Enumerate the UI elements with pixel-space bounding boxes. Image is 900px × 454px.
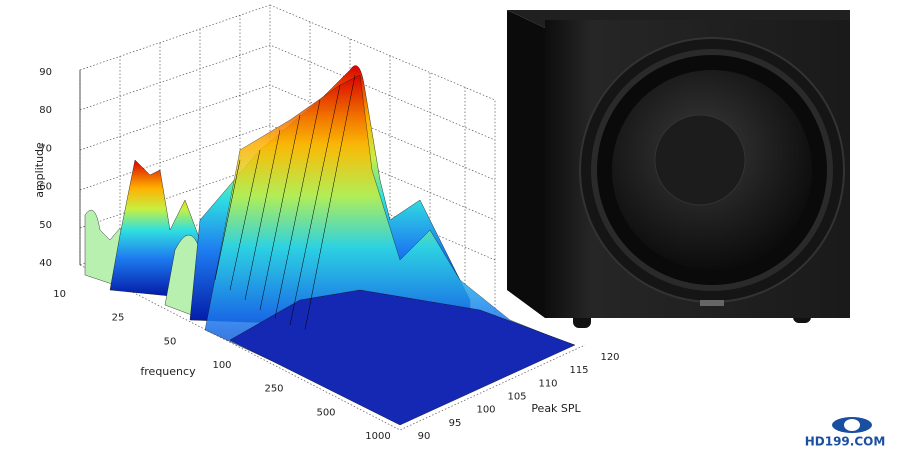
x-tick-label: 500 [316,407,335,418]
watermark-text: HD199.COM [805,435,886,449]
x-tick-label: 1000 [365,431,390,442]
z-tick-label: 60 [39,182,52,193]
z-tick-label: 90 [39,67,52,78]
x-tick-label: 250 [264,384,283,395]
y-tick-label: 90 [418,431,431,442]
y-tick-label: 95 [449,418,462,429]
y-tick-label: 110 [538,378,557,389]
y-tick-label: 120 [600,352,619,363]
x-axis-label: frequency [140,365,196,378]
x-tick-label: 50 [164,336,177,347]
x-tick-label: 25 [112,313,125,324]
plot-box [79,4,586,431]
z-tick-label: 40 [39,258,52,269]
subwoofer [507,10,850,328]
z-tick-label: 50 [39,220,52,231]
z-tick-label: 70 [39,143,52,154]
y-axis-label: Peak SPL [531,402,581,415]
y-tick-label: 100 [476,405,495,416]
x-tick-label: 100 [212,360,231,371]
x-tick-label: 10 [53,289,66,300]
surface [84,65,576,426]
tick-labels: 40 50 60 70 80 90 10 25 50 100 250 500 1000 90 95 100 10… [39,67,619,442]
z-axis-label: amplitude [33,142,46,198]
watermark: HD199.COM [805,417,886,449]
y-tick-label: 105 [507,392,526,403]
y-tick-label: 115 [569,365,588,376]
z-tick-label: 80 [39,105,52,116]
